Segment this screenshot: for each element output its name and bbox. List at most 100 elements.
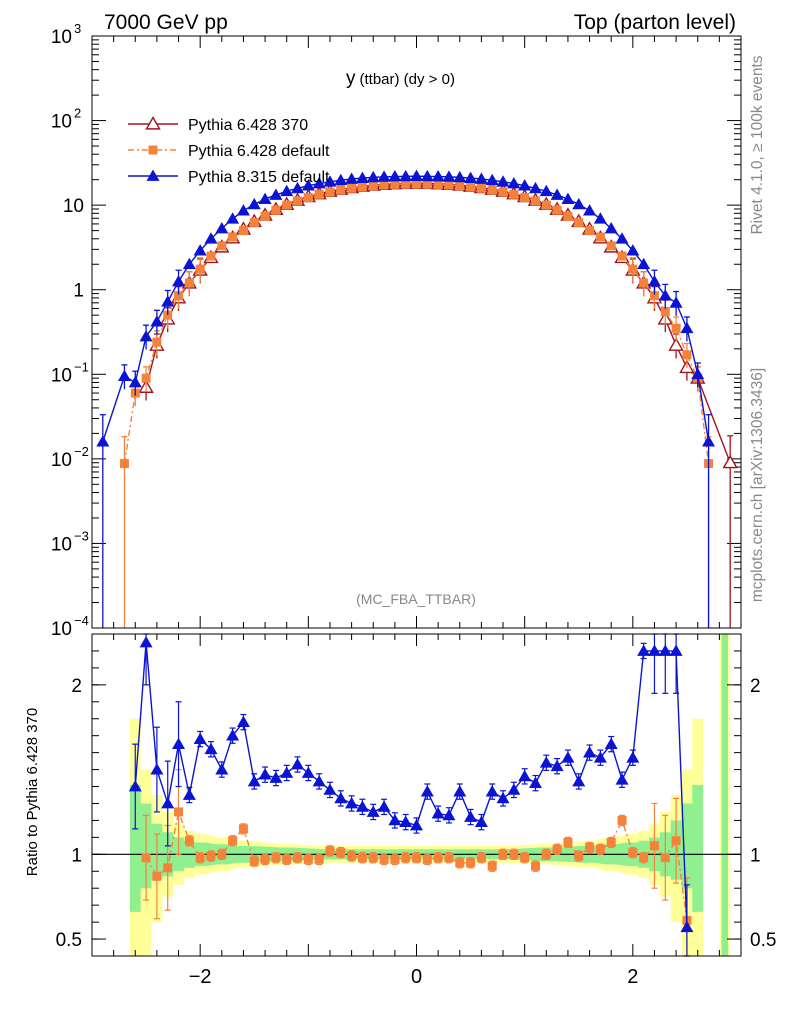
main-ytick-label: 10: [51, 27, 72, 48]
ratio-data-point: [431, 807, 445, 819]
ratio-data-point: [485, 785, 499, 797]
main-data-point: [539, 184, 553, 197]
ratio-data-point: [466, 858, 476, 868]
main-data-point: [293, 196, 303, 206]
main-data-point: [323, 175, 337, 187]
ratio-data-point: [291, 757, 305, 770]
main-data-point: [366, 170, 380, 183]
ratio-data-point: [377, 800, 391, 812]
main-data-point: [691, 367, 705, 380]
ratio-ytick-label-right: 1: [750, 845, 761, 866]
ratio-data-point: [401, 853, 411, 863]
ratio-data-point: [368, 853, 378, 863]
main-ytick-label: 1: [73, 281, 84, 302]
main-data-point: [660, 307, 670, 317]
ratio-data-point: [572, 774, 586, 787]
main-data-point: [141, 373, 151, 383]
legend-label: Pythia 6.428 default: [188, 143, 330, 160]
ratio-data-point: [161, 796, 175, 809]
main-data-point: [357, 182, 367, 192]
main-data-point: [552, 205, 562, 215]
main-data-point: [193, 244, 207, 256]
ratio-data-point: [238, 824, 248, 834]
legend-marker: [145, 116, 161, 130]
ratio-data-point: [236, 715, 250, 728]
main-data-point: [182, 257, 196, 270]
main-data-point: [455, 181, 465, 191]
main-data-point: [139, 329, 153, 342]
ratio-data-point: [249, 856, 259, 866]
ratio-data-point: [334, 791, 348, 804]
ratio-data-point: [539, 756, 553, 768]
main-data-point: [174, 291, 184, 301]
main-data-point: [628, 264, 638, 274]
ratio-data-point: [390, 854, 400, 864]
main-data-point: [195, 264, 205, 274]
ratio-data-point: [379, 854, 389, 864]
ratio-data-point: [574, 851, 584, 861]
ratio-data-point: [433, 853, 443, 863]
ratio-data-point: [172, 737, 186, 750]
main-data-point: [649, 291, 659, 301]
ratio-data-point: [150, 763, 164, 775]
ratio-xtick-label: 0: [411, 966, 422, 988]
main-data-point: [722, 454, 738, 469]
main-data-point: [377, 170, 391, 182]
main-data-point: [172, 275, 186, 287]
ratio-ylabel: Ratio to Pythia 6.428 370: [24, 708, 41, 876]
ratio-data-point: [626, 751, 640, 763]
ratio-ytick-label: 1: [71, 845, 82, 866]
main-data-point: [433, 179, 443, 189]
main-data-point: [204, 232, 218, 244]
main-data-point: [466, 182, 476, 192]
main-data-point: [585, 226, 595, 236]
main-data-point: [334, 173, 348, 186]
main-data-point: [528, 181, 542, 194]
main-data-point: [128, 375, 142, 388]
ratio-data-point: [204, 742, 218, 755]
ratio-data-point: [139, 635, 153, 648]
ratio-data-point: [530, 861, 540, 871]
ratio-data-point: [498, 849, 508, 859]
ratio-data-point: [323, 783, 337, 795]
main-data-point: [595, 232, 605, 242]
main-data-point: [509, 189, 519, 199]
main-data-point: [280, 184, 294, 197]
ratio-data-point: [628, 848, 638, 858]
ratio-data-point: [509, 849, 519, 859]
main-data-point: [530, 196, 540, 206]
main-data-point: [572, 197, 586, 210]
rivet-version-label: Rivet 4.1.0, ≥ 100k events: [749, 55, 766, 234]
main-data-point: [271, 205, 281, 215]
ratio-data-point: [174, 807, 184, 817]
main-data-point: [431, 170, 445, 182]
ratio-data-point: [593, 751, 607, 763]
ratio-data-point: [422, 854, 432, 864]
ratio-band-outer: [129, 718, 704, 956]
legend-marker: [148, 145, 158, 155]
main-data-point: [647, 275, 661, 287]
main-data-point: [442, 170, 456, 182]
main-data-point: [161, 295, 175, 307]
main-data-point: [325, 187, 335, 197]
main-series: [96, 169, 738, 628]
main-data-point: [390, 179, 400, 189]
ratio-data-point: [507, 783, 521, 795]
main-data-point: [682, 350, 692, 360]
main-data-point: [658, 289, 672, 301]
main-ytick-exponent: −4: [74, 613, 89, 628]
ratio-data-point: [182, 788, 196, 800]
ratio-data-point: [464, 810, 478, 822]
ratio-data-point: [271, 853, 281, 863]
ratio-data-point: [520, 853, 530, 863]
main-data-point: [637, 257, 651, 270]
main-data-point: [593, 212, 607, 224]
main-data-point: [269, 188, 283, 200]
ratio-data-point: [152, 871, 162, 881]
main-data-point: [368, 181, 378, 191]
main-data-point: [379, 180, 389, 190]
ratio-data-point: [476, 853, 486, 863]
main-ytick-label: 10: [51, 619, 72, 640]
main-data-point: [347, 183, 357, 193]
ratio-data-point: [550, 759, 564, 772]
